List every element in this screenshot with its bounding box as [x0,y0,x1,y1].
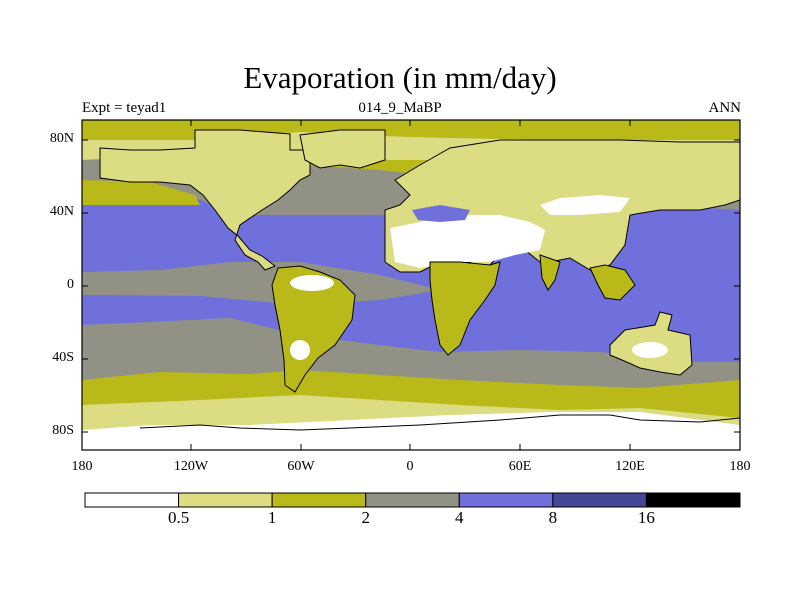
lon-tickmarks [81,120,741,450]
lon-tick-label: 120E [615,459,645,474]
greenland [299,129,386,169]
map-fill [82,120,740,450]
lon-tick-label: 120W [173,459,209,474]
colorbar-label: 2 [361,508,370,527]
africa [429,261,501,356]
south-america [271,265,356,393]
map-frame [81,119,741,451]
north-america [99,129,311,271]
season-label: ANN [708,100,742,116]
colorbar-box [365,492,460,508]
australia-white [632,342,668,358]
colorbar-label: 4 [455,508,464,527]
southeast-asia [589,264,636,301]
lon-tick-label: 0 [406,459,414,474]
north-olive-band-2 [82,180,200,205]
antarctica [82,412,740,450]
lon-tick-label: 60W [287,459,315,474]
colorbar-box [178,492,273,508]
central-asia-white [540,195,630,215]
colorbar-box [84,492,180,508]
india [539,254,561,291]
sahara-arabia-white [390,215,545,268]
andes-white [290,340,310,360]
colorbar-label: 16 [637,508,655,527]
colorbar [84,492,741,508]
plot-title: Evaporation (in mm/day) [243,60,557,95]
colorbar-label: 0.5 [167,508,190,527]
colorbar-box [458,492,554,508]
lat-tick-label: 80N [49,131,74,146]
lat-tick-label: 80S [52,423,74,438]
colorbar-box [645,492,741,508]
amazon-white [290,275,334,291]
lon-tick-label: 180 [71,459,93,474]
lat-tick-label: 40N [49,204,74,219]
colorbar-box [271,492,367,508]
experiment-label: Expt = teyad1 [82,100,167,116]
lat-tickmarks [82,139,740,433]
colorbar-box [552,492,647,508]
lat-tick-label: 40S [52,350,74,365]
colorbar-label: 1 [267,508,277,527]
lon-tick-label: 60E [508,459,532,474]
experiment-age-label: 014_9_MaBP [358,100,442,116]
antarctica-coast [139,414,740,431]
colorbar-label: 8 [548,508,558,527]
lon-tick-label: 180 [729,459,751,474]
lat-tick-label: 0 [67,277,74,292]
mediterranean-sea [412,205,470,222]
